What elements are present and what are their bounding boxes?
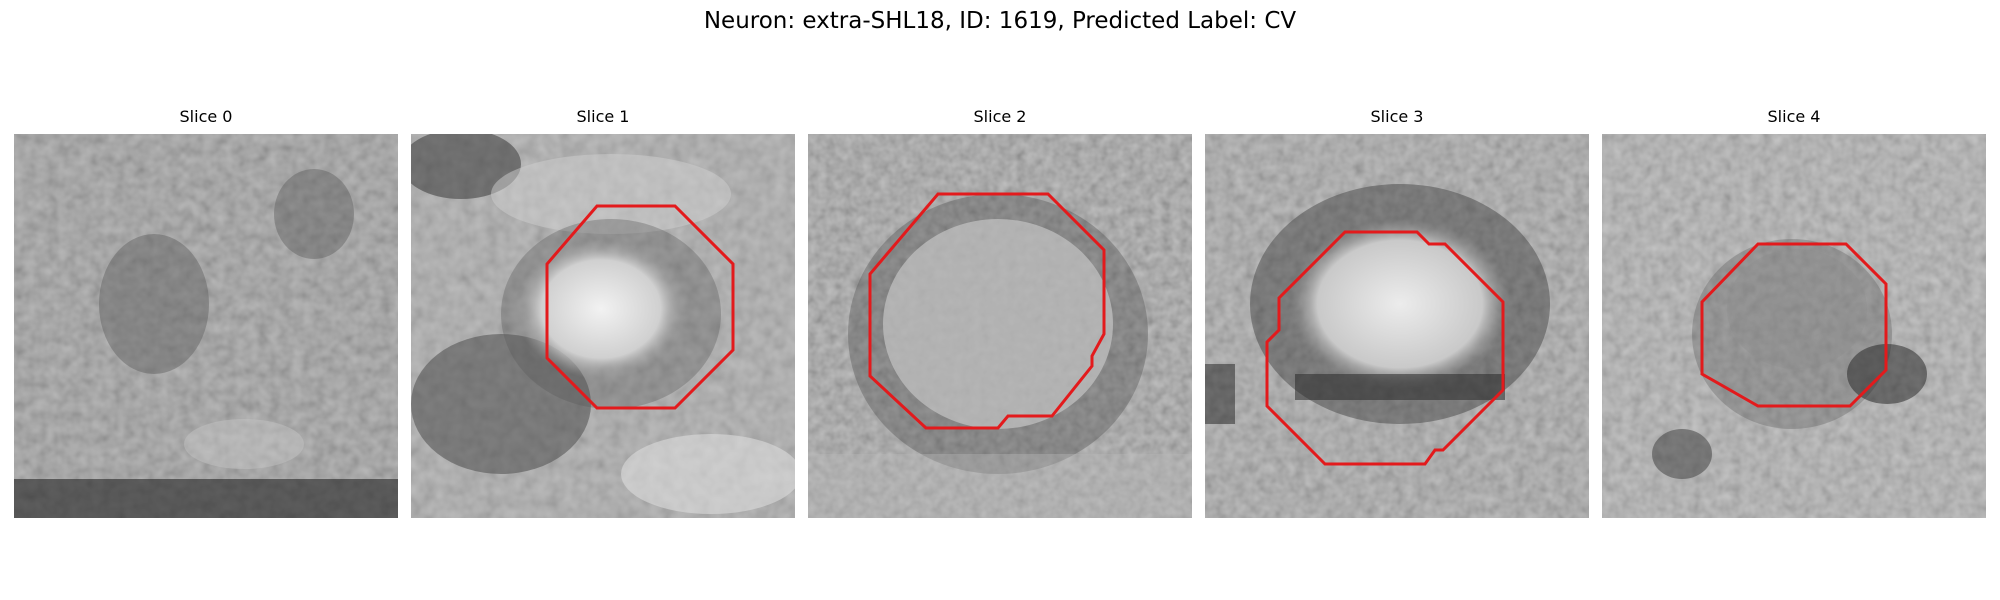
- slice-title-2: Slice 2: [973, 107, 1027, 126]
- contour-outline: [868, 192, 1106, 430]
- slice-title-3: Slice 3: [1370, 107, 1424, 126]
- slice-image-3: [1205, 134, 1589, 518]
- slice-panel-2: Slice 2: [808, 107, 1192, 518]
- slice-title-0: Slice 0: [179, 107, 233, 126]
- slice-title-1: Slice 1: [576, 107, 630, 126]
- slice-image-2: [808, 134, 1192, 518]
- slice-panel-1: Slice 1: [411, 107, 795, 518]
- slice-panel-3: Slice 3: [1205, 107, 1589, 518]
- figure-title: Neuron: extra-SHL18, ID: 1619, Predicted…: [703, 8, 1297, 34]
- slice-panel-4: Slice 4: [1602, 107, 1986, 518]
- contour-outline: [1700, 242, 1888, 408]
- slice-panel-0: Slice 0: [14, 107, 398, 518]
- slice-image-0: [14, 134, 398, 518]
- contour-outline: [545, 204, 735, 410]
- contour-outline: [1265, 230, 1505, 466]
- slice-title-4: Slice 4: [1767, 107, 1821, 126]
- slice-image-1: [411, 134, 795, 518]
- slice-image-4: [1602, 134, 1986, 518]
